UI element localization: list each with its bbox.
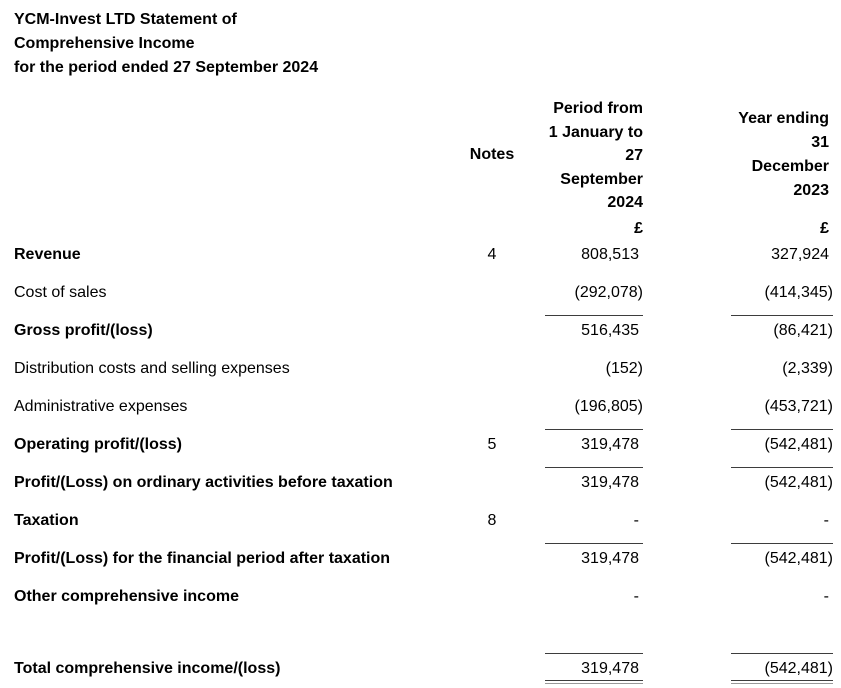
row-value-current: 319,478 <box>545 653 643 684</box>
table-row: Profit/(Loss) on ordinary activities bef… <box>0 467 841 505</box>
row-label: Cost of sales <box>14 284 107 301</box>
table-row: Distribution costs and selling expenses (… <box>0 353 841 391</box>
row-value-current: 516,435 <box>545 315 643 340</box>
row-value-prior: (542,481) <box>731 543 833 568</box>
row-label: Operating profit/(loss) <box>14 436 182 453</box>
currency-symbol-prior: £ <box>820 220 829 237</box>
row-note <box>463 653 521 660</box>
table-row: Other comprehensive income - - <box>0 581 841 619</box>
row-note <box>463 315 521 322</box>
table-row: Revenue 4 808,513 327,924 <box>0 239 841 277</box>
statement-rows: Revenue 4 808,513 327,924 Cost of sales (292,… <box>0 239 841 688</box>
row-value-prior: (542,481) <box>731 653 833 684</box>
table-row: Profit/(Loss) for the financial period a… <box>0 543 841 581</box>
table-row: Total comprehensive income/(loss) 319,478… <box>0 653 841 688</box>
table-row: Taxation 8 - - <box>0 505 841 543</box>
row-value-prior: (86,421) <box>731 315 833 340</box>
row-label: Distribution costs and selling expenses <box>14 360 290 377</box>
row-value-prior: - <box>823 512 829 529</box>
row-label: Administrative expenses <box>14 398 188 415</box>
row-note <box>463 467 521 474</box>
row-note <box>463 353 521 360</box>
row-label: Profit/(Loss) on ordinary activities bef… <box>14 474 393 491</box>
table-row: Cost of sales (292,078) (414,345) <box>0 277 841 315</box>
row-note <box>463 391 521 398</box>
row-note <box>463 581 521 588</box>
row-value-prior: (2,339) <box>782 360 833 377</box>
document-title: YCM-Invest LTD Statement of Comprehensiv… <box>14 11 319 76</box>
row-label: Revenue <box>14 246 81 263</box>
row-value-current: - <box>633 512 639 529</box>
column-header-current-period: Period from 1 January to 27 September 20… <box>548 100 643 211</box>
row-note: 4 <box>487 246 497 263</box>
column-header-notes: Notes <box>469 146 515 163</box>
row-value-current: (196,805) <box>574 398 644 415</box>
row-note: 8 <box>487 512 497 529</box>
row-value-prior: (414,345) <box>764 284 834 301</box>
row-label: Taxation <box>14 512 79 529</box>
row-value-current: - <box>633 588 639 605</box>
row-value-prior: 327,924 <box>771 246 829 263</box>
row-value-current: 808,513 <box>581 246 639 263</box>
row-value-current: 319,478 <box>545 467 643 492</box>
table-row: Administrative expenses (196,805) (453,721… <box>0 391 841 429</box>
row-note <box>463 543 521 550</box>
row-note: 5 <box>487 436 497 453</box>
row-value-prior: (542,481) <box>731 467 833 492</box>
row-label: Other comprehensive income <box>14 588 239 605</box>
row-note <box>463 277 521 284</box>
table-row: Operating profit/(loss) 5 319,478 (542,481) <box>0 429 841 467</box>
row-label: Total comprehensive income/(loss) <box>14 660 281 677</box>
row-label: Profit/(Loss) for the financial period a… <box>14 550 391 567</box>
currency-symbol-current: £ <box>634 220 643 237</box>
row-value-prior: (542,481) <box>731 429 833 454</box>
row-value-current: (152) <box>605 360 643 377</box>
table-row: Gross profit/(loss) 516,435 (86,421) <box>0 315 841 353</box>
row-value-prior: (453,721) <box>764 398 834 415</box>
row-value-current: 319,478 <box>545 429 643 454</box>
row-value-current: 319,478 <box>545 543 643 568</box>
row-value-prior: - <box>823 588 829 605</box>
row-label: Gross profit/(loss) <box>14 322 153 339</box>
column-header-prior-period: Year ending 31 December 2023 <box>738 110 829 199</box>
row-value-current: (292,078) <box>574 284 644 301</box>
